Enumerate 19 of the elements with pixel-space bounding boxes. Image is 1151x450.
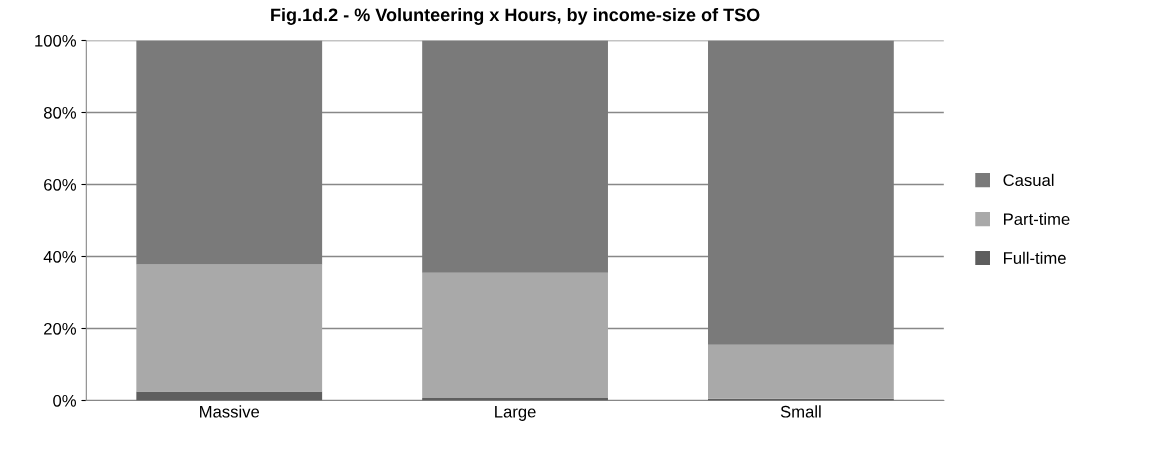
legend-label: Full-time xyxy=(1004,251,1066,264)
y-tick-label: 100% xyxy=(35,34,77,47)
x-tick-label: Small xyxy=(780,405,821,418)
x-tick-label: Massive xyxy=(200,405,260,418)
bar xyxy=(422,40,608,273)
legend-label: Casual xyxy=(1003,173,1054,187)
x-tick-label: Large xyxy=(495,405,536,421)
bar xyxy=(708,40,894,345)
bar xyxy=(422,272,608,398)
y-tick-label: 40% xyxy=(43,250,77,263)
y-tick-label: 80% xyxy=(43,106,77,119)
chart-title: Fig.1d.2 - % Volunteering x Hours, by income-size of TSO xyxy=(271,7,760,25)
bar xyxy=(136,40,323,265)
legend-label: Part-time xyxy=(1004,212,1070,226)
y-tick-label: 0% xyxy=(53,394,77,407)
y-tick-label: 60% xyxy=(44,178,77,191)
y-tick-label: 20% xyxy=(44,322,77,335)
bar xyxy=(136,264,323,392)
bar xyxy=(708,344,894,399)
